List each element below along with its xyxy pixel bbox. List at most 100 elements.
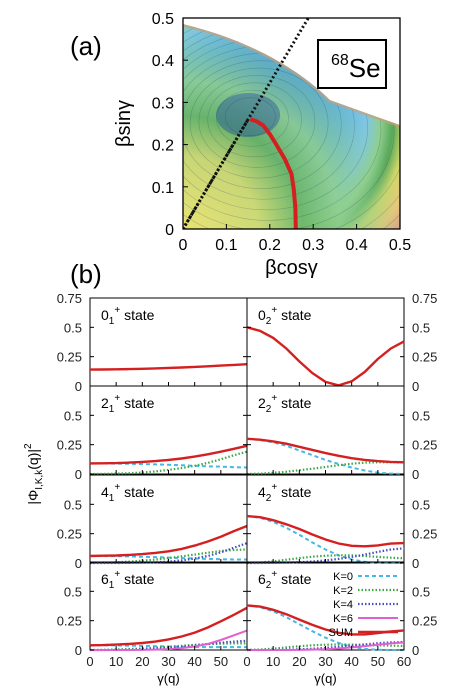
series-sum: [246, 514, 405, 548]
y-tick-label-right: 0: [412, 643, 419, 658]
y-tick-label-right: 0: [412, 556, 419, 571]
y-tick-label-right: 0.25: [412, 614, 437, 629]
subpanel: 41+ state: [89, 474, 248, 565]
series-sum: [89, 606, 248, 647]
pes-contour: [207, 82, 302, 158]
x-tick-label: 0.5: [389, 237, 411, 254]
x-tick-label: 0: [179, 237, 188, 254]
x-axis-label-left: γ(q): [157, 671, 179, 686]
state-label: 21+ state: [101, 393, 155, 415]
pes-contour: [225, 97, 276, 136]
y-axis-label: βsinγ: [113, 100, 135, 147]
x-tick-label-right: 40: [344, 654, 358, 669]
y-tick-label-right: 0.75: [412, 291, 437, 306]
state-label: 02+ state: [258, 305, 312, 327]
legend-label: K=4: [333, 599, 353, 611]
subpanel: 21+ state: [89, 385, 248, 476]
series-k0: [246, 437, 405, 475]
y-tick-label-right: 0.5: [412, 584, 430, 599]
y-tick-label-right: 0.25: [412, 527, 437, 542]
pes-edge-band: [183, 21, 400, 128]
series-k0: [246, 604, 404, 651]
panel-a-label: (a): [70, 31, 102, 61]
y-tick-label: 0: [165, 222, 174, 239]
subpanel: 02+ state: [246, 297, 405, 387]
y-tick-label: 0: [75, 379, 82, 394]
state-label: 41+ state: [101, 482, 155, 504]
y-tick-label-right: 0.25: [412, 350, 437, 365]
legend-label: K=0: [333, 571, 353, 583]
y-tick-label: 0.4: [152, 53, 174, 70]
series-k0: [90, 555, 247, 561]
y-tick-label: 0.25: [57, 527, 82, 542]
y-axis-label: |ΦI,K,k(q)|2: [23, 443, 45, 505]
y-tick-label: 0.5: [64, 320, 82, 335]
legend-label: K=2: [333, 585, 353, 597]
series-sum: [89, 524, 248, 558]
y-tick-label: 0: [75, 556, 82, 571]
series-sum: [89, 444, 248, 465]
gamma-line: [183, 118, 250, 229]
y-tick-label-right: 0.5: [412, 497, 430, 512]
pes-contour: [189, 67, 329, 179]
pes-map: [183, 18, 400, 229]
nucleus-label: 68Se: [331, 52, 381, 83]
series-sum: [246, 604, 405, 636]
x-tick-label-right: 10: [266, 654, 280, 669]
pes-contour: [216, 89, 289, 147]
state-label: 42+ state: [258, 482, 312, 504]
x-tick-label: 50: [214, 654, 228, 669]
x-tick-label: 0.4: [345, 237, 367, 254]
x-tick-label-right: 20: [292, 654, 306, 669]
legend: K=0 K=2 K=4 K=6 SUM: [329, 571, 398, 639]
state-label: 01+ state: [101, 305, 155, 327]
y-tick-label-right: 0: [412, 379, 419, 394]
legend-label: K=6: [333, 613, 353, 625]
y-tick-label: 0.5: [64, 497, 82, 512]
panel-b-label: (b): [70, 259, 102, 289]
y-tick-label: 0.5: [64, 408, 82, 423]
y-tick-label: 0.75: [57, 291, 82, 306]
y-tick-label: 0.3: [152, 95, 174, 112]
subpanel: 22+ state: [246, 385, 405, 476]
y-tick-label-right: 0.5: [412, 320, 430, 335]
subpanel: 61+ state: [89, 561, 248, 652]
x-tick-label: 0.1: [215, 237, 237, 254]
x-tick-label: 10: [109, 654, 123, 669]
series-sum: [246, 437, 405, 464]
series-sum: [89, 363, 248, 371]
collective-path: [249, 117, 298, 230]
panel-a-frame: [182, 17, 401, 230]
pes-contour: [183, 60, 342, 189]
gamma-line-full: [183, 18, 310, 229]
x-tick-label-right: 0: [243, 654, 250, 669]
legend-label: SUM: [329, 627, 353, 639]
y-tick-label: 0.25: [57, 438, 82, 453]
subpanel: 01+ state: [89, 297, 248, 387]
x-axis-label-right: γ(q): [314, 671, 336, 686]
x-tick-label: 0: [86, 654, 93, 669]
y-tick-label-right: 0.25: [412, 438, 437, 453]
pes-contour: [198, 75, 316, 168]
x-tick-label: 40: [187, 654, 201, 669]
state-label: 61+ state: [101, 569, 155, 591]
x-axis-label: βcosγ: [265, 257, 318, 279]
nucleus-box: [317, 39, 387, 89]
y-tick-label-right: 0: [412, 467, 419, 482]
x-tick-label-right: 30: [318, 654, 332, 669]
x-tick-label-right: 50: [371, 654, 385, 669]
x-tick-label: 0.3: [302, 237, 324, 254]
y-tick-label: 0.25: [57, 614, 82, 629]
state-label: 22+ state: [258, 393, 312, 415]
y-tick-label: 0.25: [57, 350, 82, 365]
x-tick-label: 30: [161, 654, 175, 669]
y-tick-label: 0.2: [152, 138, 174, 155]
y-tick-label: 0: [75, 643, 82, 658]
y-tick-label: 0: [75, 467, 82, 482]
x-tick-label-right: 60: [397, 654, 411, 669]
series-k0: [90, 462, 248, 469]
panel-a: (a) 0 0.1 0.2 0.3 0.4 0.5 0 0.1 0.2 0.3 0.4 0.5 βcosγ…: [70, 11, 411, 279]
pes-corner-region: [183, 24, 400, 229]
y-tick-label: 0.5: [152, 11, 174, 28]
